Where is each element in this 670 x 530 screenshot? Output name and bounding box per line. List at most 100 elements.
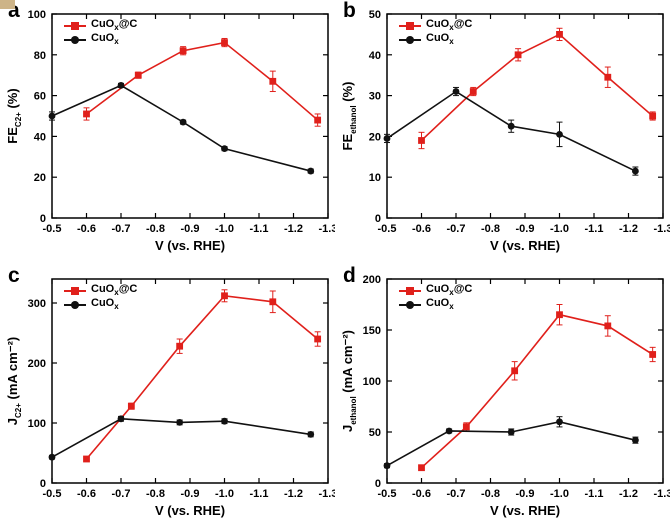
legend-item: CuOx [64,33,137,47]
svg-text:-1.0: -1.0 [215,223,234,235]
panel-letter: c [8,264,20,287]
svg-text:-1.0: -1.0 [550,223,569,235]
svg-text:-1.2: -1.2 [619,488,638,500]
legend-label: CuOx@C [426,18,473,33]
svg-text:-0.9: -0.9 [516,488,535,500]
svg-text:0: 0 [375,478,381,490]
legend-marker-square-icon [64,286,86,296]
svg-text:150: 150 [363,325,381,337]
svg-text:60: 60 [34,91,46,103]
legend-marker-circle-icon [399,35,421,45]
legend-marker-circle-icon [64,300,86,310]
chart-panel-c: c JC2+ (mA cm⁻²) -0.5 -0.6 -0.7 -0.8 -0.9 -1.… [0,264,335,530]
y-axis-label-units: (%) [5,88,21,113]
svg-text:-0.5: -0.5 [378,223,397,235]
svg-text:-1.3: -1.3 [654,488,670,500]
legend-marker-circle-icon [399,300,421,310]
svg-text:-1.2: -1.2 [619,223,638,235]
svg-text:10: 10 [369,172,381,184]
svg-text:20: 20 [369,131,381,143]
plot-area: -0.5 -0.6 -0.7 -0.8 -0.9 -1.0 -1.1 -1.2 -1.3 0 100… [28,278,335,500]
svg-text:-0.6: -0.6 [412,488,431,500]
legend-item: CuOx@C [399,284,472,298]
svg-text:-0.7: -0.7 [112,488,131,500]
svg-text:-0.8: -0.8 [146,488,165,500]
chart-panel-b: b FEethanol (%) -0.5 -0.6 -0.7 -0.8 -0.9 -1.0… [335,0,670,265]
plot-area: -0.5 -0.6 -0.7 -0.8 -0.9 -1.0 -1.1 -1.2 -1.3 0 20 4… [28,9,335,235]
svg-text:100: 100 [363,376,381,388]
svg-text:100: 100 [28,9,46,21]
svg-text:-1.1: -1.1 [250,488,269,500]
plot-area: -0.5 -0.6 -0.7 -0.8 -0.9 -1.0 -1.1 -1.2 -1.3 0 10 2… [369,9,670,235]
svg-text:-0.5: -0.5 [43,488,62,500]
svg-text:-1.3: -1.3 [319,488,335,500]
legend-item: CuOx [399,33,472,47]
panel-letter: a [8,0,20,22]
x-axis-label: V (vs. RHE) [154,503,226,518]
legend-item: CuOx@C [64,19,137,33]
chart-panel-d: d Jethanol (mA cm⁻²) -0.5 -0.6 -0.7 -0.8 -0.… [335,264,670,530]
legend-label: CuOx [91,297,119,312]
y-axis-label-main: FE [5,127,21,144]
legend-marker-square-icon [64,21,86,31]
y-axis-label: JC2+ (mA cm⁻²) [5,337,23,425]
svg-text:80: 80 [34,50,46,62]
legend-marker-circle-icon [64,35,86,45]
y-axis-label: FEC2+ (%) [5,88,23,143]
panel-letter: b [343,0,356,22]
legend-label: CuOx [426,32,454,47]
y-axis-label-main: J [340,424,356,433]
svg-text:-0.9: -0.9 [181,223,200,235]
svg-text:-1.2: -1.2 [284,488,303,500]
page-corner-artifact [0,0,15,9]
svg-text:-0.9: -0.9 [516,223,535,235]
y-axis-label: Jethanol (mA cm⁻²) [340,330,358,432]
x-axis-label: V (vs. RHE) [489,238,561,253]
svg-text:200: 200 [28,358,46,370]
panel-letter: d [343,264,356,287]
svg-text:-1.3: -1.3 [319,223,335,235]
y-axis-label-main: J [5,418,21,426]
y-axis-label-subscript: C2+ [13,403,23,418]
legend-label: CuOx [426,297,454,312]
svg-text:-0.8: -0.8 [146,223,165,235]
svg-text:-0.7: -0.7 [447,223,466,235]
svg-text:40: 40 [34,131,46,143]
svg-text:-0.5: -0.5 [43,223,62,235]
y-axis-label-subscript: ethanol [348,105,358,134]
svg-text:-1.3: -1.3 [654,223,670,235]
legend: CuOx@C CuOx [399,284,472,312]
chart-panel-a: a FEC2+ (%) -0.5 -0.6 -0.7 -0.8 -0.9 -1.0 -1.1… [0,0,335,265]
svg-text:-0.6: -0.6 [77,223,96,235]
legend-marker-square-icon [399,286,421,296]
svg-text:-0.8: -0.8 [481,223,500,235]
svg-text:-0.6: -0.6 [412,223,431,235]
legend-item: CuOx@C [64,284,137,298]
svg-text:40: 40 [369,50,381,62]
svg-text:-1.0: -1.0 [550,488,569,500]
x-axis-label: V (vs. RHE) [489,503,561,518]
legend-item: CuOx [399,298,472,312]
legend-marker-square-icon [399,21,421,31]
svg-text:-1.1: -1.1 [250,223,269,235]
svg-text:-0.9: -0.9 [181,488,200,500]
svg-text:0: 0 [375,213,381,225]
svg-text:50: 50 [369,427,381,439]
y-axis-label-units: (mA cm⁻²) [340,329,356,397]
legend: CuOx@C CuOx [399,19,472,47]
svg-text:0: 0 [40,213,46,225]
y-axis-label-units: (mA cm⁻²) [5,336,21,404]
svg-text:50: 50 [369,9,381,21]
legend-label: CuOx [91,32,119,47]
legend-label: CuOx@C [91,18,138,33]
legend: CuOx@C CuOx [64,284,137,312]
x-axis-label: V (vs. RHE) [154,238,226,253]
svg-text:-0.6: -0.6 [77,488,96,500]
legend: CuOx@C CuOx [64,19,137,47]
legend-item: CuOx@C [399,19,472,33]
svg-text:30: 30 [369,91,381,103]
svg-text:20: 20 [34,172,46,184]
svg-text:-0.5: -0.5 [378,488,397,500]
plot-area: -0.5 -0.6 -0.7 -0.8 -0.9 -1.0 -1.1 -1.2 -1.3 0 50 1… [363,274,670,500]
